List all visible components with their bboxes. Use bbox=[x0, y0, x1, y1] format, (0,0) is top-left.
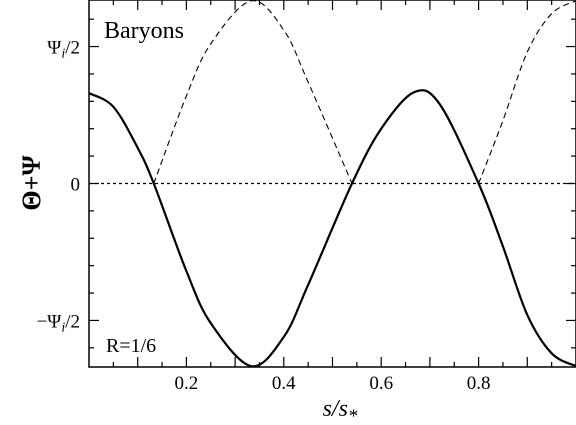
y-tick-label-tail: /2 bbox=[65, 38, 80, 59]
y-axis-label: Θ+Ψ bbox=[17, 155, 46, 211]
x-ticks bbox=[112, 0, 553, 367]
y-tick-label-sub: i bbox=[61, 320, 65, 335]
y-tick-label: 0 bbox=[71, 175, 81, 196]
x-tick-label: 0.8 bbox=[467, 373, 491, 394]
y-ticks bbox=[89, 18, 576, 349]
x-tick-label: 0.2 bbox=[175, 373, 199, 394]
y-tick-label-sub: i bbox=[61, 47, 65, 62]
x-tick-label: 0.4 bbox=[272, 373, 296, 394]
panel-label: Baryons bbox=[104, 18, 184, 44]
dashed-curve-2 bbox=[478, 0, 576, 184]
x-axis-label-sub: * bbox=[348, 406, 358, 425]
y-tick-label-main: Ψ bbox=[47, 38, 61, 59]
y-tick-label-main: 0 bbox=[71, 175, 81, 196]
x-tick-labels: 0.2 0.4 0.6 0.8 bbox=[175, 373, 491, 394]
x-tick-label: 0.6 bbox=[369, 373, 393, 394]
annotation-label: R=1/6 bbox=[106, 335, 156, 357]
series-group bbox=[88, 0, 576, 368]
dashed-curve-1 bbox=[153, 0, 353, 184]
x-axis-label: s/s* bbox=[323, 396, 358, 425]
y-tick-label: −Ψi/2 bbox=[37, 311, 80, 335]
y-tick-labels: Ψi/20−Ψi/2 bbox=[37, 38, 80, 336]
solid-curve-0 bbox=[88, 89, 576, 368]
x-axis-label-main: s/s bbox=[323, 396, 348, 422]
y-tick-label: Ψi/2 bbox=[47, 38, 80, 62]
y-tick-label-tail: /2 bbox=[65, 311, 80, 332]
y-tick-label-main: −Ψ bbox=[37, 311, 62, 332]
